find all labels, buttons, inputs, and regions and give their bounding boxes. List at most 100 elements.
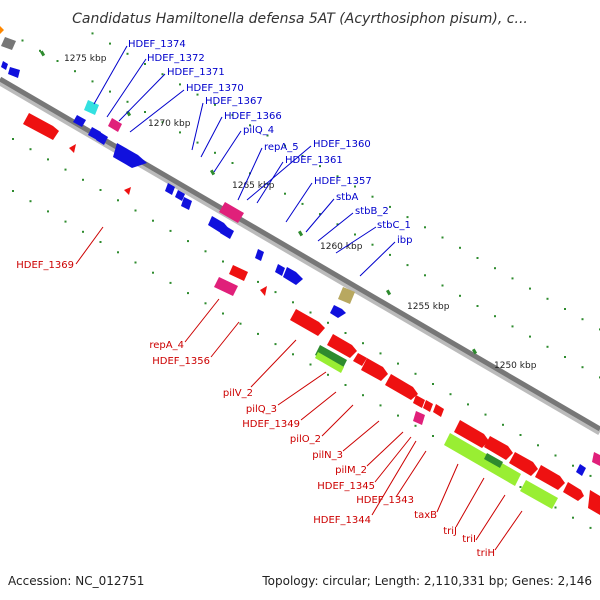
gene-arrow[interactable] — [165, 183, 175, 195]
scale-tick — [441, 284, 444, 287]
gene-arrow[interactable] — [96, 132, 108, 145]
gene-label-HDEF_1345[interactable]: HDEF_1345 — [317, 481, 375, 492]
scale-tick — [21, 39, 24, 42]
gene-arrow[interactable] — [23, 113, 59, 140]
gene-box[interactable] — [338, 287, 355, 304]
gene-box[interactable] — [413, 411, 425, 425]
gene-arrow[interactable] — [124, 187, 131, 195]
forward-leaders — [93, 45, 396, 277]
gene-label-HDEF_1357[interactable]: HDEF_1357 — [314, 176, 372, 187]
gene-arrow[interactable] — [0, 26, 4, 34]
gene-label-HDEF_1344[interactable]: HDEF_1344 — [313, 515, 371, 526]
scale-tick — [204, 302, 207, 305]
gene-arrow[interactable] — [1, 61, 8, 70]
scale-tick — [257, 280, 259, 283]
gene-arrow[interactable] — [73, 115, 86, 127]
gene-label-pilN_3[interactable]: pilN_3 — [312, 450, 343, 461]
gene-arrow[interactable] — [220, 225, 234, 239]
gene-box[interactable] — [214, 277, 238, 296]
gene-arrow[interactable] — [327, 334, 357, 358]
gene-label-HDEF_1356[interactable]: HDEF_1356 — [152, 356, 210, 367]
gene-label-pilV_2[interactable]: pilV_2 — [223, 388, 253, 399]
scale-tick — [389, 253, 391, 256]
gene-arrow[interactable] — [484, 436, 513, 460]
gene-box[interactable] — [315, 345, 347, 370]
gene-arrow[interactable] — [175, 190, 185, 201]
gene-label-ibp[interactable]: ibp — [397, 235, 412, 246]
gene-label-HDEF_1369[interactable]: HDEF_1369 — [16, 260, 74, 271]
scale-tick — [249, 124, 251, 127]
gene-label-HDEF_1372[interactable]: HDEF_1372 — [147, 53, 205, 64]
gene-arrow[interactable] — [330, 305, 346, 318]
gene-label-triJ[interactable]: triJ — [443, 526, 457, 537]
gene-label-HDEF_1360[interactable]: HDEF_1360 — [313, 139, 371, 150]
scale-tick — [214, 103, 216, 106]
gene-label-triH[interactable]: triH — [477, 548, 495, 559]
gene-box[interactable] — [520, 480, 558, 509]
gene-arrow[interactable] — [260, 286, 267, 296]
gene-arrow[interactable] — [275, 264, 285, 276]
gene-label-repA_4[interactable]: repA_4 — [149, 340, 184, 351]
scale-tick — [64, 220, 67, 223]
gene-box[interactable] — [423, 400, 433, 412]
gene-arrow[interactable] — [181, 197, 192, 210]
gene-label-HDEF_1371[interactable]: HDEF_1371 — [167, 67, 225, 78]
kbp-label-1250: 1250 kbp — [494, 361, 537, 371]
scale-tick — [39, 49, 41, 52]
gene-arrow[interactable] — [576, 464, 586, 476]
gene-arrow[interactable] — [255, 249, 264, 261]
scale-tick — [519, 486, 522, 488]
gene-box[interactable] — [108, 118, 122, 132]
scale-tick — [589, 526, 592, 529]
gene-box[interactable] — [433, 404, 444, 417]
gene-box[interactable] — [84, 100, 99, 115]
gene-label-stbB_2[interactable]: stbB_2 — [355, 206, 389, 217]
gene-box[interactable] — [219, 202, 244, 223]
gene-arrow[interactable] — [509, 452, 538, 476]
gene-label-HDEF_1374[interactable]: HDEF_1374 — [128, 39, 186, 50]
gene-arrow[interactable] — [361, 358, 388, 381]
gene-label-taxB[interactable]: taxB — [414, 510, 437, 521]
scale-tick — [144, 63, 146, 65]
gene-box[interactable] — [444, 433, 521, 486]
scale-tick — [554, 506, 557, 509]
gene-label-repA_5[interactable]: repA_5 — [264, 142, 299, 153]
gene-label-HDEF_1366[interactable]: HDEF_1366 — [224, 111, 282, 122]
scale-tick — [397, 414, 399, 417]
gene-label-stbA[interactable]: stbA — [336, 192, 358, 203]
gene-label-triI[interactable]: triI — [462, 534, 476, 545]
scale-tick — [64, 168, 67, 171]
gene-label-pilM_2[interactable]: pilM_2 — [335, 465, 367, 476]
scale-tick — [169, 229, 172, 232]
gene-label-HDEF_1349[interactable]: HDEF_1349 — [242, 419, 300, 430]
scale-tick — [152, 271, 154, 274]
gene-arrow[interactable] — [385, 374, 418, 400]
gene-box[interactable] — [229, 265, 248, 281]
gene-label-HDEF_1367[interactable]: HDEF_1367 — [205, 96, 263, 107]
gene-label-pilQ_3[interactable]: pilQ_3 — [246, 404, 277, 415]
gene-box[interactable] — [413, 395, 425, 408]
gene-arrow[interactable] — [454, 420, 489, 448]
gene-arrow[interactable] — [535, 465, 565, 490]
gene-arrow[interactable] — [283, 267, 303, 285]
gene-arrow[interactable] — [8, 67, 20, 78]
gene-box[interactable] — [1, 37, 16, 50]
gene-box[interactable] — [315, 352, 344, 373]
gene-box[interactable] — [353, 353, 367, 366]
gene-box[interactable] — [588, 490, 600, 515]
gene-arrow[interactable] — [290, 309, 325, 336]
gene-arrow[interactable] — [563, 482, 584, 501]
gene-arrow[interactable] — [69, 144, 76, 153]
gene-label-stbC_1[interactable]: stbC_1 — [377, 220, 411, 231]
gene-label-HDEF_1361[interactable]: HDEF_1361 — [285, 155, 343, 166]
gene-label-pilO_2[interactable]: pilO_2 — [290, 434, 321, 445]
scale-tick — [362, 342, 364, 345]
gene-box[interactable] — [592, 452, 600, 466]
gene-label-pilQ_4[interactable]: pilQ_4 — [243, 125, 274, 136]
gene-label-HDEF_1370[interactable]: HDEF_1370 — [186, 83, 244, 94]
gene-label-HDEF_1343[interactable]: HDEF_1343 — [356, 495, 414, 506]
scale-tick — [424, 274, 426, 277]
gene-box[interactable] — [484, 453, 503, 468]
scale-tick — [379, 404, 382, 407]
gene-arrow[interactable] — [113, 143, 147, 168]
